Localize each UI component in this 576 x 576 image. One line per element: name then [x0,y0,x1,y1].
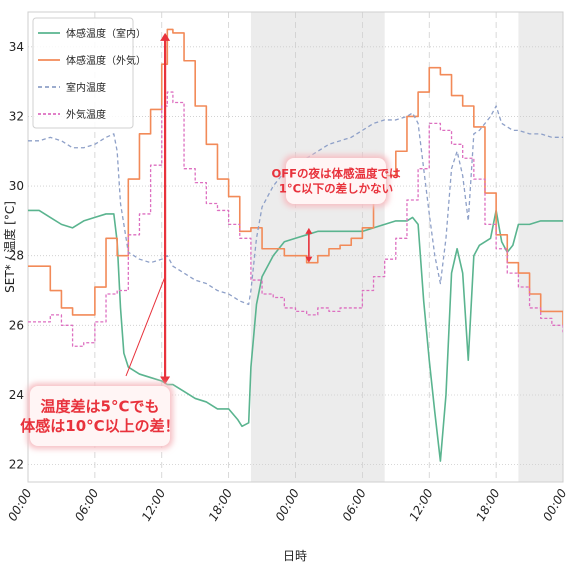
x-tick-label: 18:00 [473,486,503,523]
annotation-text: 体感は10°C以上の差！ [20,417,179,435]
x-axis-label: 日時 [283,549,307,563]
annotation-text: OFFの夜は体感温度では [272,167,401,181]
x-tick-label: 06:00 [340,486,370,523]
legend-label: 体感温度（外気） [66,54,146,67]
y-tick-label: 28 [9,249,24,263]
y-tick-label: 32 [9,109,24,123]
y-tick-label: 24 [9,388,24,402]
y-tick-labels: 22 24 26 28 30 32 34 [9,40,24,472]
series-line-0 [28,209,563,462]
x-tick-label: 00:00 [273,486,303,523]
series-lines [28,28,563,462]
y-tick-label: 30 [9,179,24,193]
series-line-3 [28,91,563,347]
x-tick-label: 18:00 [206,486,236,523]
y-tick-label: 26 [9,318,24,332]
x-tick-label: 12:00 [139,486,169,523]
x-tick-label: 00:00 [5,486,35,523]
x-tick-labels: 00:00 06:00 12:00 18:00 00:00 06:00 12:00 18:00… [5,486,570,523]
annotation-box [286,158,386,204]
shaded-periods [250,12,563,482]
legend-label: 室内温度 [66,81,106,94]
off-period-shade [518,12,563,482]
arrow-head-top [305,227,313,234]
plot-frame [27,11,564,483]
x-tick-label: 12:00 [406,486,436,523]
y-axis-label: SET* / 温度 [°C] [2,201,17,293]
x-tick-label: 00:00 [540,486,570,523]
annotation-leader [125,276,166,377]
arrow-head-bottom [160,376,171,385]
arrow-head-top [160,32,171,41]
legend-label: 体感温度（室内） [66,27,146,40]
x-tick-label: 06:00 [72,486,102,523]
y-tick-label: 34 [9,40,24,54]
annotation-text: 1°C以下の差しかない [279,182,393,196]
legend-label: 外気温度 [66,108,106,121]
annotation-text: 温度差は5°Cでも [41,398,160,416]
legend-box [32,17,134,129]
off-period-shade [250,12,385,482]
arrow-head-bottom [305,256,313,263]
series-line-1 [28,28,563,326]
y-tick-label: 22 [9,458,24,472]
annotation-box [30,386,170,446]
